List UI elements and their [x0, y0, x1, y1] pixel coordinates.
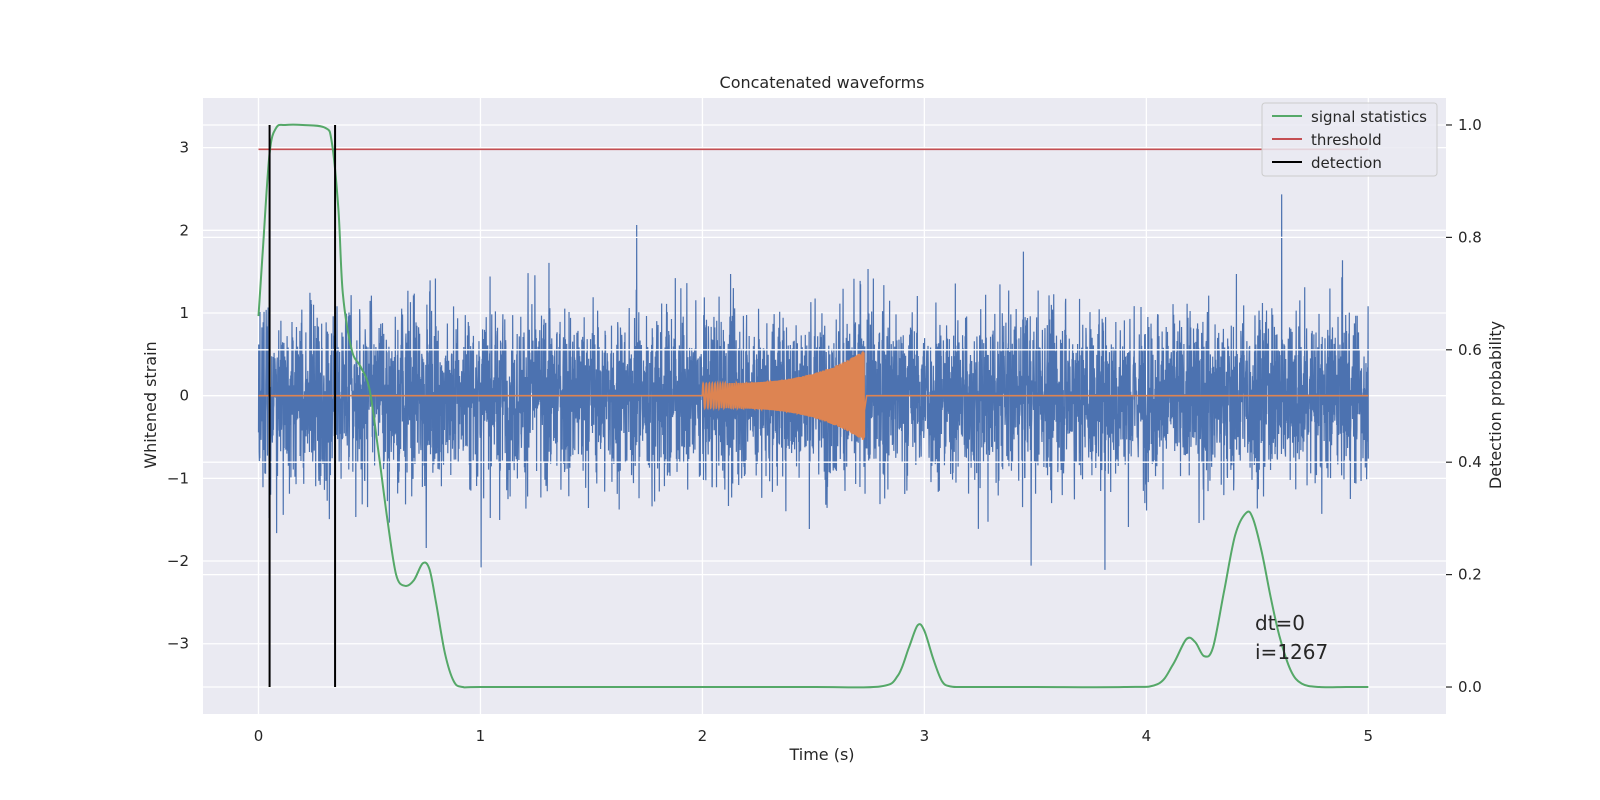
y-tick-label: −2 — [167, 552, 189, 570]
y2-tick-label: 0.6 — [1458, 341, 1482, 359]
annotation-index: i=1267 — [1255, 640, 1328, 664]
x-tick-label: 1 — [476, 727, 486, 745]
y2-tick-label: 0.4 — [1458, 453, 1482, 471]
x-tick-label: 0 — [254, 727, 264, 745]
y2-tick-label: 0.2 — [1458, 566, 1482, 584]
y-tick-label: 0 — [179, 387, 189, 405]
y2-tick-label: 1.0 — [1458, 116, 1482, 134]
y-axis-label: Whitened strain — [141, 341, 160, 468]
x-tick-label: 5 — [1364, 727, 1374, 745]
legend: signal statistics threshold detection — [1261, 102, 1438, 177]
y-tick-label: −1 — [167, 469, 189, 487]
chart-title: Concatenated waveforms — [720, 73, 925, 92]
y-tick-label: 2 — [179, 221, 189, 239]
x-axis-label: Time (s) — [788, 745, 854, 764]
legend-label-detection: detection — [1311, 154, 1382, 172]
y2-axis-label: Detection probability — [1486, 321, 1505, 489]
signal-statistics-series — [257, 123, 1369, 689]
y-tick-label: 3 — [179, 139, 189, 157]
template-series — [258, 351, 1369, 440]
y2-tick-label: 0.8 — [1458, 228, 1482, 246]
legend-box — [1261, 102, 1438, 177]
legend-label-signal-statistics: signal statistics — [1311, 108, 1427, 126]
annotation: dt=0 i=1267 — [1255, 611, 1328, 664]
annotation-dt: dt=0 — [1255, 611, 1305, 635]
y-tick-label: 1 — [179, 304, 189, 322]
y2-tick-label: 0.0 — [1458, 678, 1482, 696]
x-tick-label: 4 — [1142, 727, 1152, 745]
x-tick-label: 2 — [698, 727, 708, 745]
x-tick-label: 3 — [920, 727, 930, 745]
legend-label-threshold: threshold — [1311, 131, 1382, 149]
y-tick-label: −3 — [167, 635, 189, 653]
